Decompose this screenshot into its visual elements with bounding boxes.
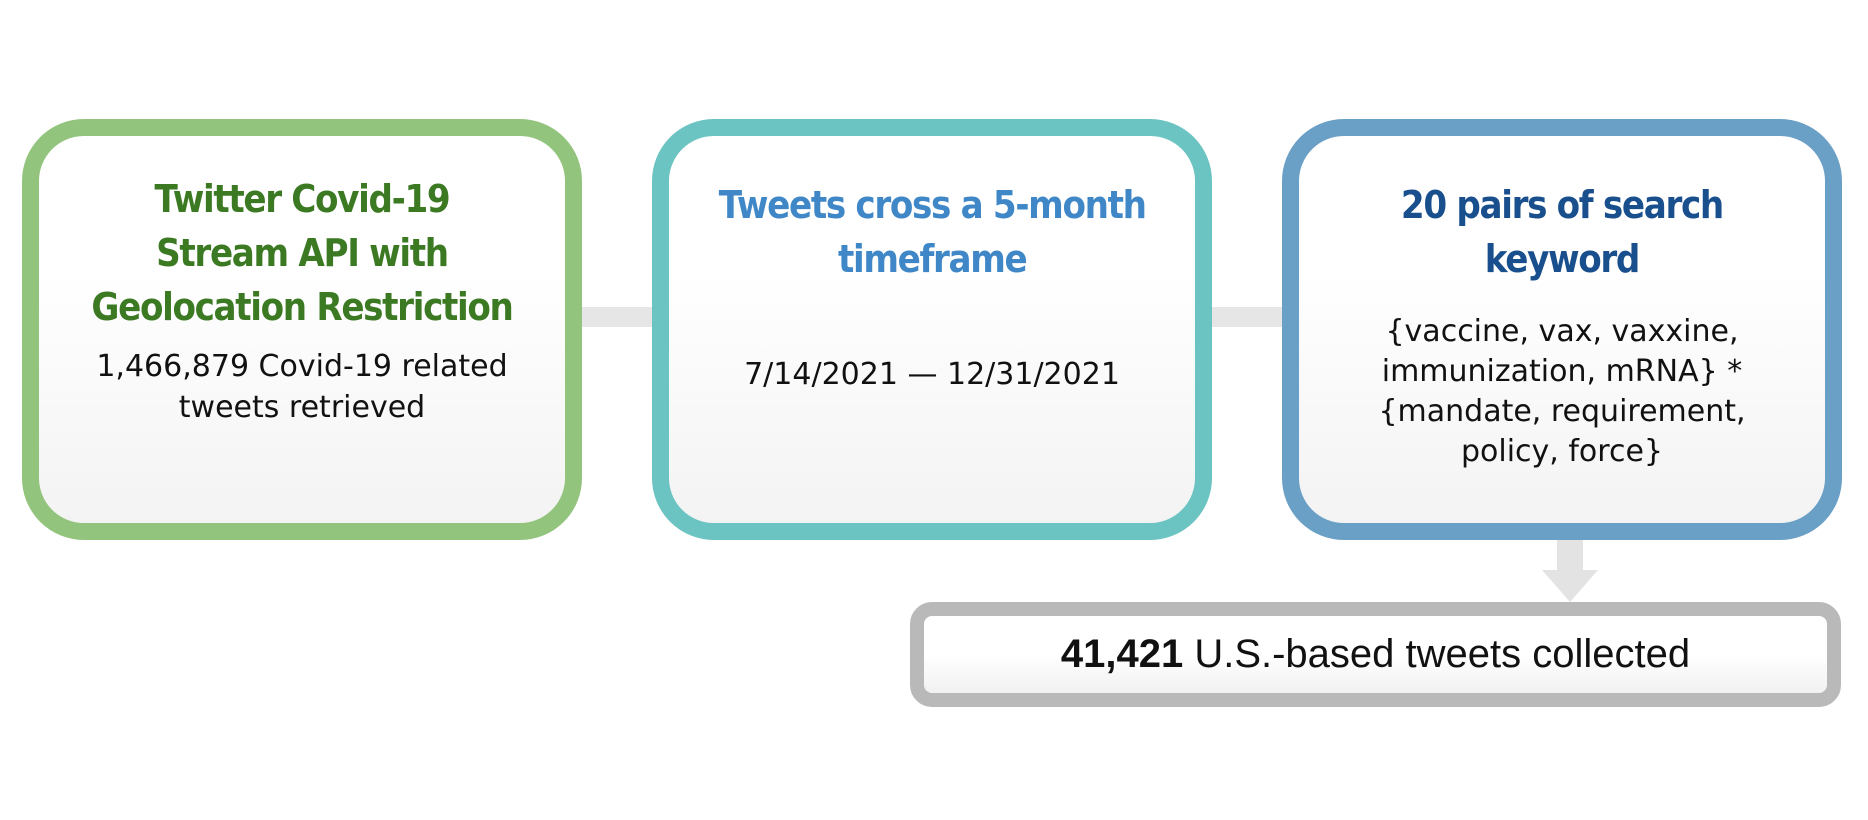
step-body: 7/14/2021 — 12/31/2021: [744, 357, 1120, 392]
connector-2-3: [1210, 307, 1286, 327]
step-title: 20 pairs of search keyword: [1400, 183, 1724, 281]
step-box-stream-api: Twitter Covid-19 Stream API with Geoloca…: [22, 119, 582, 540]
step-body: {vaccine, vax, vaxxine, immunization, mR…: [1378, 314, 1746, 469]
step-title: Twitter Covid-19 Stream API with Geoloca…: [91, 177, 513, 329]
step-title: Tweets cross a 5-month timeframe: [718, 183, 1147, 281]
step-body: 1,466,879 Covid-19 related tweets retrie…: [96, 349, 508, 425]
result-text: 41,421 U.S.-based tweets collected: [1061, 632, 1690, 677]
connector-1-2: [580, 307, 656, 327]
result-count: 41,421: [1060, 632, 1184, 676]
result-label: U.S.-based tweets collected: [1183, 632, 1691, 676]
result-box: 41,421 U.S.-based tweets collected: [910, 602, 1841, 707]
step-box-search-keywords: 20 pairs of search keyword {vaccine, vax…: [1282, 119, 1842, 540]
step-box-timeframe: Tweets cross a 5-month timeframe 7/14/20…: [652, 119, 1212, 540]
down-arrow-icon: [1542, 540, 1598, 602]
